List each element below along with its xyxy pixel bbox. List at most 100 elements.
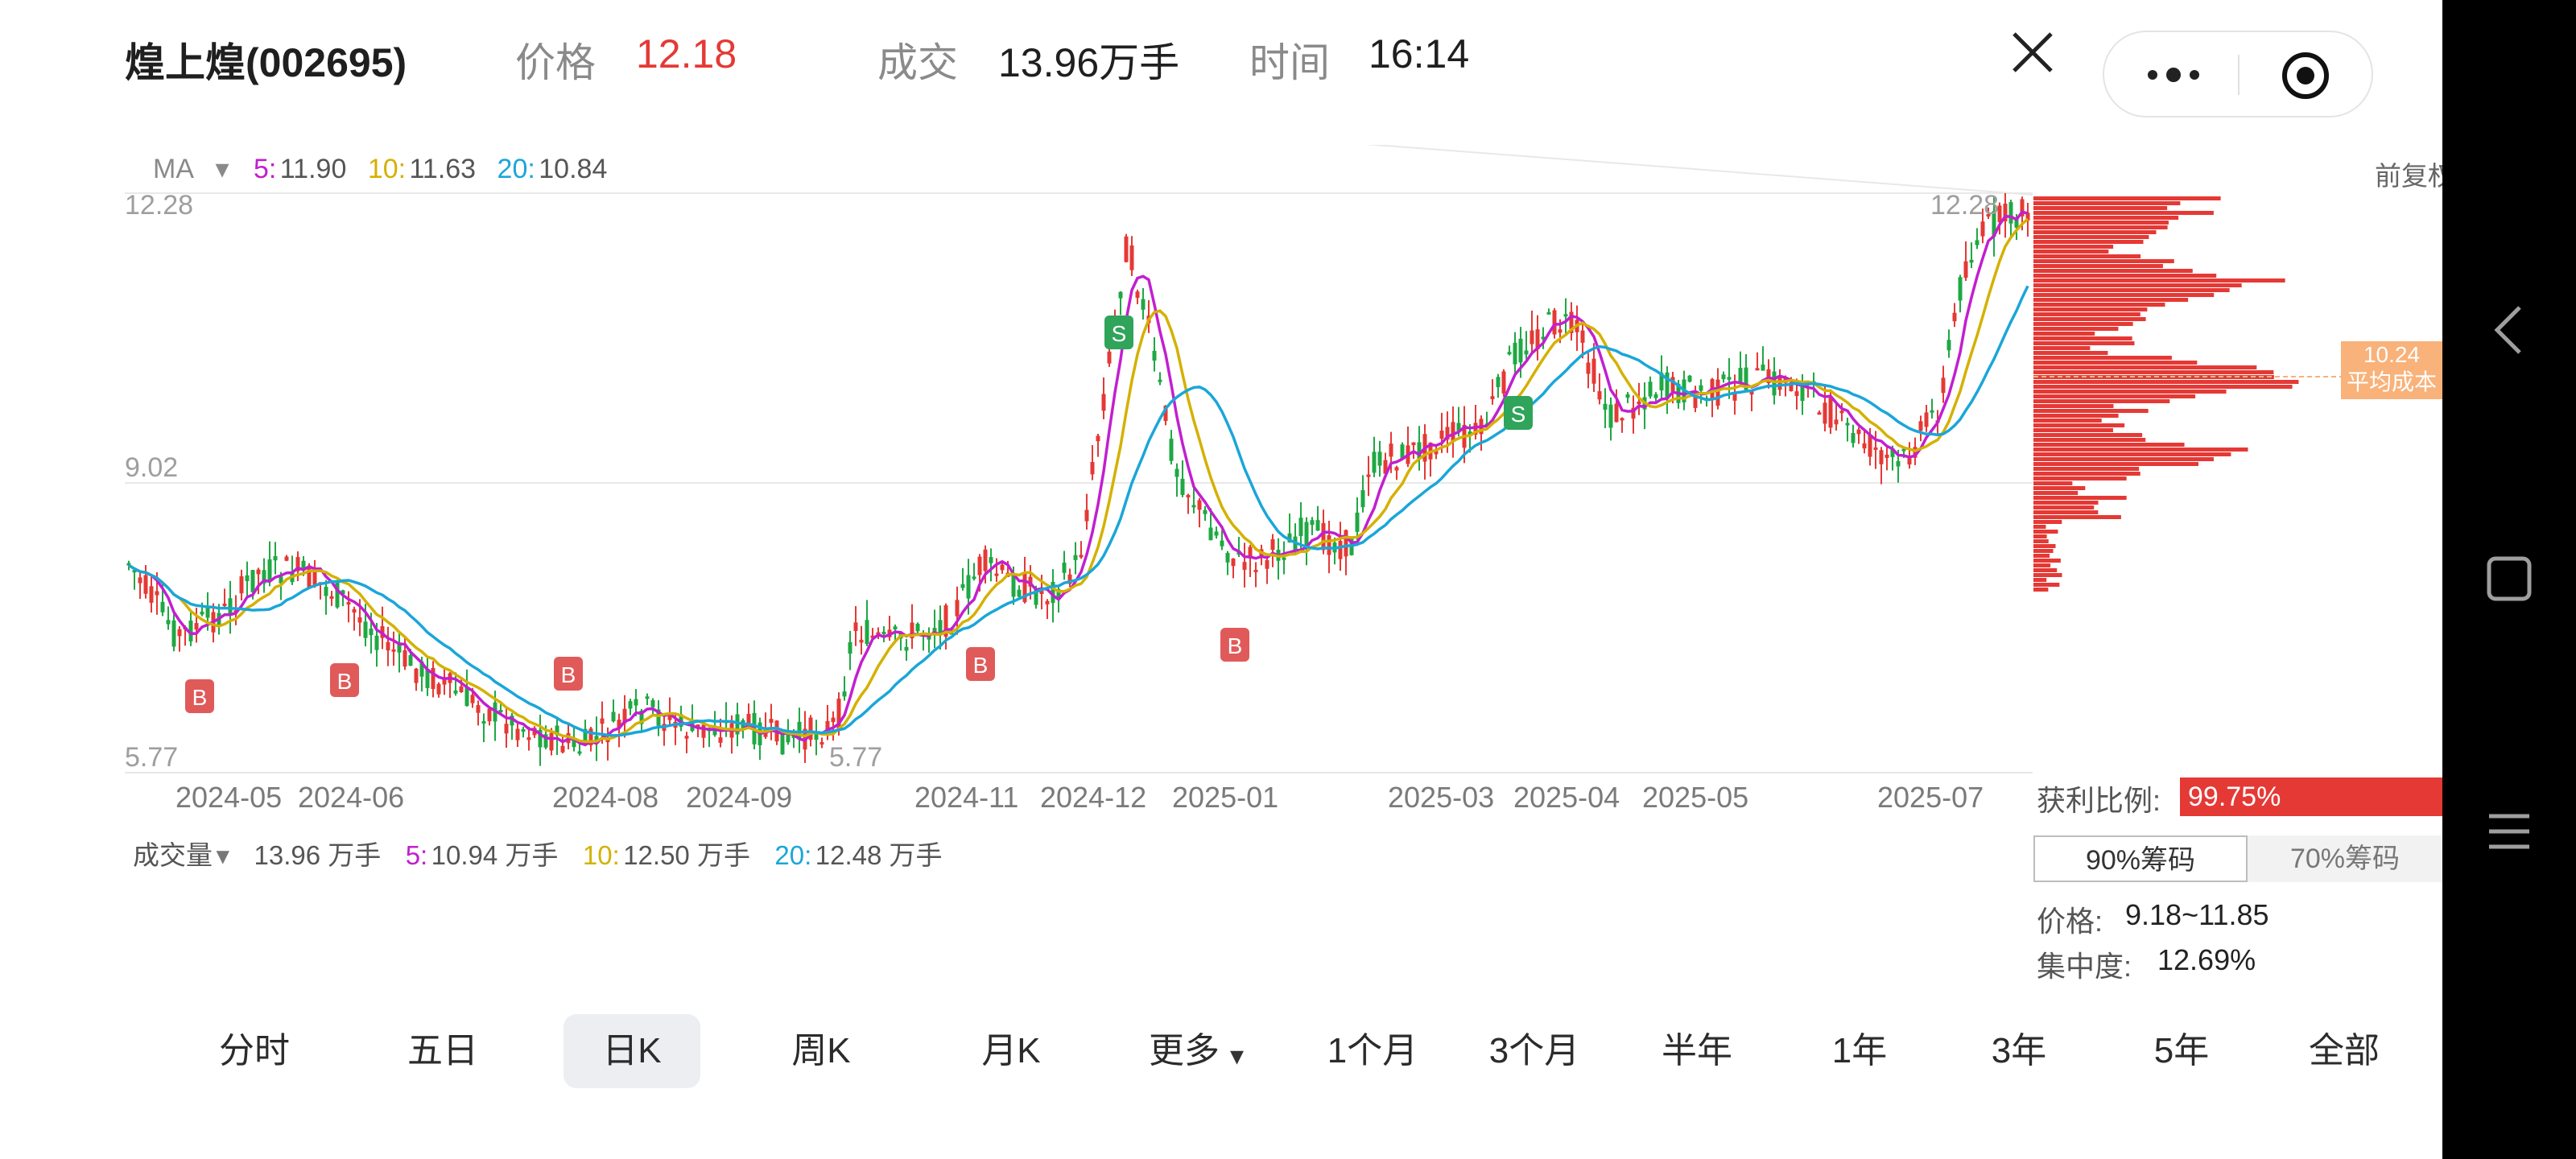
candle-body	[453, 690, 458, 694]
close-icon[interactable]	[2004, 24, 2061, 80]
tab-more[interactable]: 更多	[1149, 1031, 1220, 1070]
candle-body	[1839, 410, 1844, 414]
tab-1-year[interactable]: 1年	[1831, 1031, 1888, 1070]
tab-3-month[interactable]: 3个月	[1488, 1031, 1580, 1070]
candle-body	[1631, 407, 1636, 419]
date-label: 2024-12	[1040, 781, 1147, 814]
back-icon[interactable]	[2483, 298, 2536, 362]
grid-line	[1364, 145, 2033, 196]
candle-body	[1101, 394, 1106, 411]
candle-body	[1546, 311, 1551, 315]
candle-body	[1152, 350, 1157, 361]
candle-body	[797, 721, 802, 740]
profit-ratio-bar: 99.75%	[2180, 777, 2442, 816]
candle-body	[1992, 211, 1996, 237]
candle-body	[1918, 421, 1923, 431]
tab-intraday[interactable]: 分时	[219, 1031, 290, 1070]
candle-body	[1941, 377, 1946, 394]
candle-body	[718, 737, 723, 743]
candle-body	[538, 729, 543, 748]
candle-body	[543, 734, 548, 748]
chip-bar	[2033, 443, 2185, 447]
vol-ma20-key: 20:	[774, 840, 812, 870]
candle-body	[836, 699, 841, 729]
candle-body	[1073, 555, 1078, 560]
chip-bar	[2033, 385, 2293, 389]
candle-body	[312, 568, 317, 586]
chip-bar	[2033, 520, 2062, 524]
tab-3-year[interactable]: 3年	[1991, 1031, 2047, 1070]
chip-bar	[2033, 341, 2135, 345]
chip-bar	[2033, 269, 2193, 273]
time-label: 时间	[1249, 40, 1330, 85]
candle-body	[436, 683, 441, 695]
candle-body	[1456, 423, 1461, 431]
volume-dropdown-icon[interactable]: ▾	[216, 840, 230, 870]
candle-body	[1699, 385, 1703, 391]
candle-body	[1321, 522, 1326, 551]
candle-body	[746, 713, 751, 724]
kline-chart[interactable]: B B B B B S S	[125, 145, 2442, 829]
candle-body	[904, 646, 909, 651]
close-miniprogram-icon[interactable]	[2280, 50, 2331, 101]
more-options-icon[interactable]	[2143, 56, 2204, 93]
avg-cost-value: 10.24	[2363, 342, 2421, 367]
candle-body	[966, 575, 971, 599]
tab-half-year[interactable]: 半年	[1662, 1031, 1732, 1070]
menu-icon[interactable]	[2483, 805, 2536, 858]
candle-body	[1817, 412, 1822, 415]
candle-body	[972, 576, 976, 580]
candle-body	[1614, 403, 1619, 423]
sell-marker	[1504, 396, 1533, 430]
candle-body	[932, 628, 937, 634]
candle-body	[1975, 240, 1979, 245]
candle-body	[1118, 291, 1123, 299]
candle-body	[431, 667, 436, 690]
chip-bar	[2033, 332, 2095, 336]
candle-body	[408, 655, 413, 666]
tab-five-day[interactable]: 五日	[407, 1031, 478, 1070]
adjust-mode[interactable]: 前复权	[2375, 161, 2442, 191]
candle-body	[1608, 404, 1613, 428]
volume-value: 13.96万手	[998, 40, 1180, 85]
chip-bar	[2033, 346, 2091, 350]
candle-body	[419, 661, 424, 677]
candle-body	[1439, 431, 1444, 439]
candle-body	[1901, 448, 1906, 452]
candle-body	[577, 751, 582, 754]
chevron-down-icon[interactable]: ▾	[1230, 1041, 1245, 1071]
ma-selector[interactable]: MA	[153, 154, 194, 184]
candle-body	[1344, 530, 1348, 557]
tab-5-year[interactable]: 5年	[2153, 1031, 2210, 1070]
candle-body	[1524, 350, 1529, 355]
chips-70-tab[interactable]: 70%筹码	[2248, 835, 2442, 882]
candle-body	[1586, 362, 1591, 374]
tab-1-month[interactable]: 1个月	[1327, 1031, 1418, 1070]
buy-marker-label: B	[192, 685, 208, 710]
chip-bar	[2033, 298, 2189, 302]
chip-bar	[2033, 409, 2149, 413]
chip-bar	[2033, 274, 2217, 278]
tab-all[interactable]: 全部	[2309, 1031, 2380, 1070]
chip-bar	[2033, 414, 2119, 418]
candle-body	[1468, 431, 1472, 436]
ma-dropdown-icon[interactable]: ▾	[215, 154, 229, 184]
candle-body	[1946, 340, 1951, 351]
tab-monthly-k[interactable]: 月K	[981, 1031, 1041, 1070]
vol-ma5-value: 10.94 万手	[431, 840, 559, 870]
candle-body	[1028, 576, 1033, 587]
candle-body	[859, 639, 864, 643]
chip-bar	[2033, 394, 2196, 398]
candle-body	[617, 720, 621, 728]
tab-daily-k[interactable]: 日K	[564, 1014, 700, 1088]
candle-body	[1051, 582, 1055, 604]
chip-bar	[2033, 250, 2109, 254]
tab-weekly-k[interactable]: 周K	[791, 1031, 851, 1070]
sell-marker	[1104, 316, 1133, 349]
ma5-key: 5:	[253, 154, 277, 184]
home-icon[interactable]	[2483, 552, 2536, 605]
candle-body	[1129, 245, 1134, 270]
candle-body	[2014, 217, 2019, 228]
volume-selector[interactable]: 成交量	[133, 840, 213, 870]
chips-90-tab[interactable]: 90%筹码	[2033, 835, 2248, 882]
